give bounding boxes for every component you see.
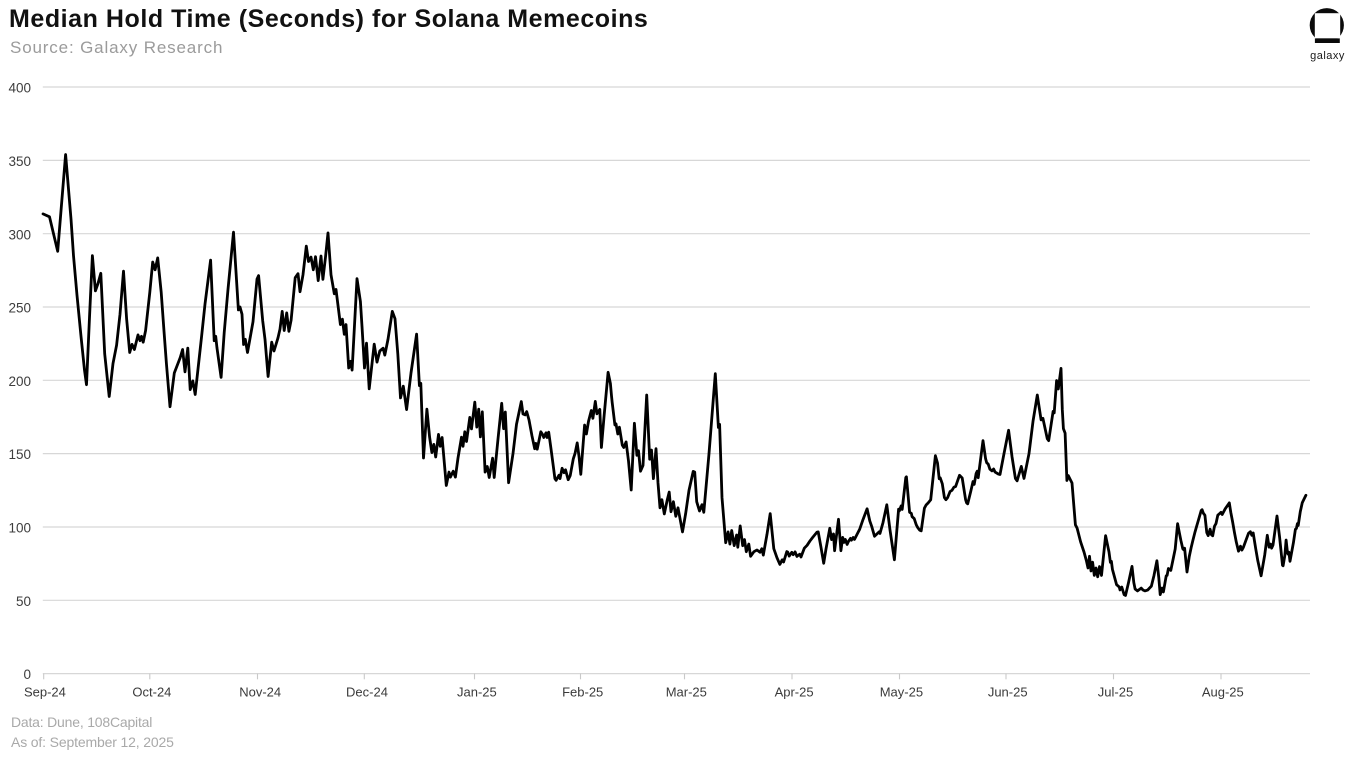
svg-text:250: 250 xyxy=(8,301,31,316)
svg-text:Jul-25: Jul-25 xyxy=(1098,684,1133,699)
svg-text:400: 400 xyxy=(8,81,31,96)
svg-text:200: 200 xyxy=(8,374,31,389)
svg-text:100: 100 xyxy=(8,521,31,536)
svg-text:Mar-25: Mar-25 xyxy=(666,684,707,699)
svg-text:Oct-24: Oct-24 xyxy=(132,684,171,699)
svg-text:Dec-24: Dec-24 xyxy=(346,684,388,699)
svg-text:350: 350 xyxy=(8,154,31,169)
svg-text:0: 0 xyxy=(23,667,31,682)
svg-text:Feb-25: Feb-25 xyxy=(562,684,603,699)
svg-text:Jan-25: Jan-25 xyxy=(457,684,497,699)
svg-text:May-25: May-25 xyxy=(880,684,923,699)
svg-text:Nov-24: Nov-24 xyxy=(239,684,281,699)
svg-text:galaxy: galaxy xyxy=(1310,50,1345,62)
svg-text:Jun-25: Jun-25 xyxy=(988,684,1028,699)
svg-text:Sep-24: Sep-24 xyxy=(24,684,66,699)
svg-text:Apr-25: Apr-25 xyxy=(775,684,814,699)
svg-text:50: 50 xyxy=(16,594,31,609)
svg-text:Aug-25: Aug-25 xyxy=(1202,684,1244,699)
svg-text:300: 300 xyxy=(8,227,31,242)
svg-text:150: 150 xyxy=(8,447,31,462)
